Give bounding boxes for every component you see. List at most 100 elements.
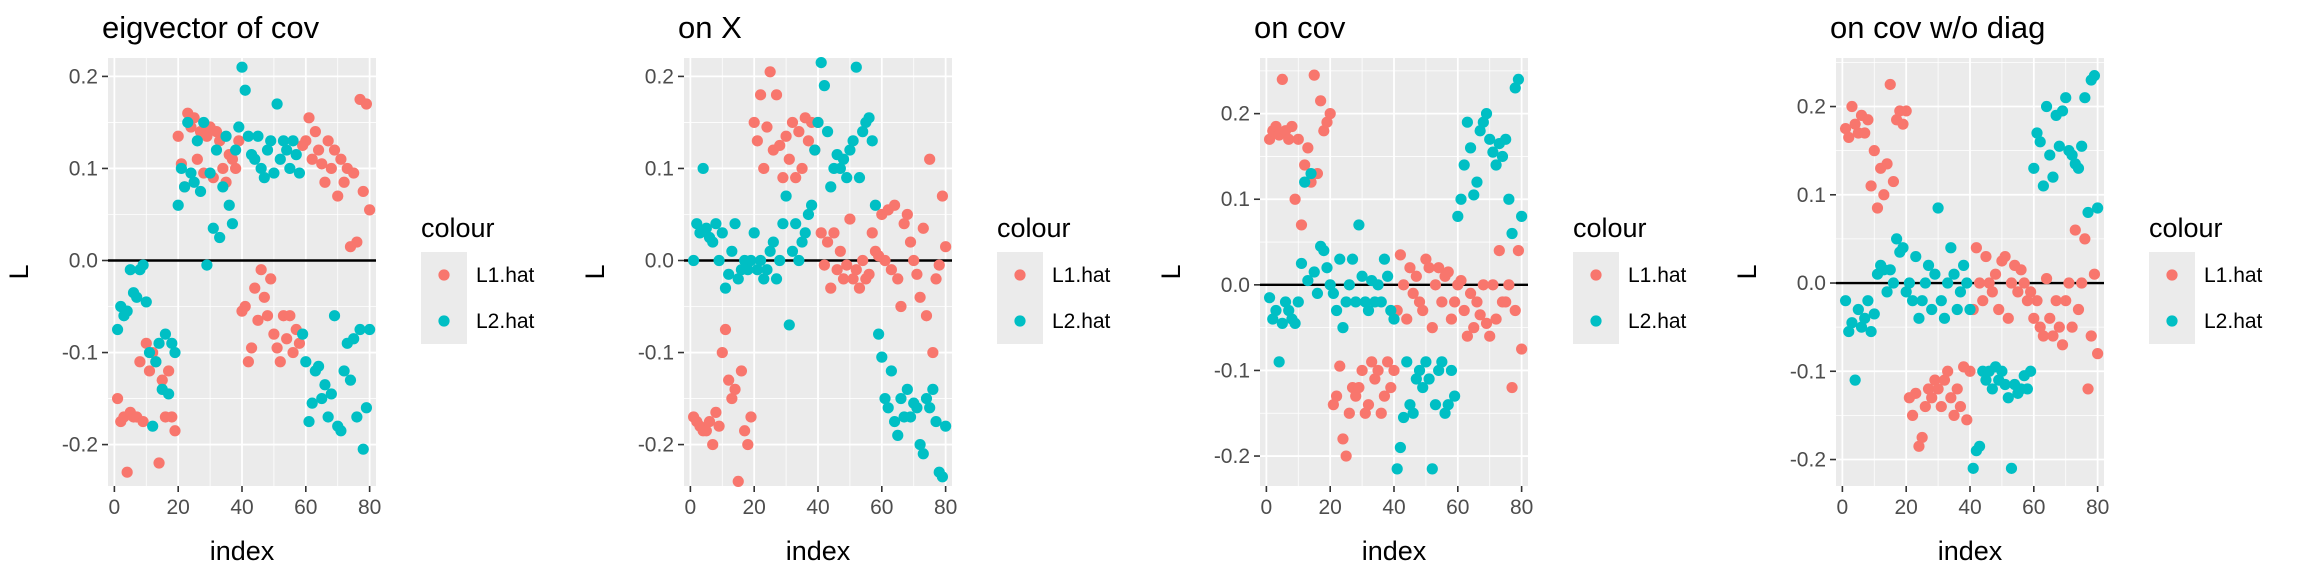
- data-point: [1295, 219, 1308, 231]
- data-point: [312, 144, 325, 156]
- data-point: [1868, 308, 1880, 320]
- data-point: [850, 61, 862, 73]
- data-point: [1839, 122, 1852, 135]
- data-point: [178, 181, 191, 193]
- data-point: [1334, 253, 1346, 265]
- data-point: [1461, 116, 1473, 128]
- data-point: [1942, 277, 1954, 289]
- data-point: [1484, 133, 1496, 145]
- data-point: [281, 333, 293, 345]
- data-point: [1891, 233, 1903, 245]
- data-point: [841, 172, 853, 184]
- y-tick-label: -0.1: [1790, 360, 1826, 383]
- data-point: [354, 323, 366, 336]
- data-point: [1426, 322, 1438, 334]
- data-point: [713, 254, 725, 267]
- data-point: [201, 130, 213, 142]
- data-point: [732, 273, 744, 285]
- y-tick-label: 0.0: [1797, 272, 1826, 295]
- data-point: [166, 411, 178, 423]
- panel-4: 0 20 40 60 80 -0.2 -0.1 0.0 0.1 0.2 on cov w/o dia…: [1732, 10, 2263, 566]
- legend-label: L2.hat: [1052, 310, 1111, 333]
- data-point: [1862, 295, 1874, 307]
- data-point: [1973, 277, 1986, 289]
- data-point: [1884, 264, 1896, 276]
- data-point: [1938, 312, 1951, 324]
- data-point: [230, 144, 242, 156]
- x-tick-label: 80: [358, 496, 381, 519]
- data-point: [172, 130, 184, 142]
- data-point: [2066, 321, 2078, 333]
- data-point: [774, 254, 786, 267]
- data-point: [1410, 270, 1422, 282]
- data-point: [2031, 295, 2043, 307]
- x-tick-label: 80: [934, 496, 957, 519]
- data-point: [287, 135, 299, 147]
- data-point: [853, 282, 866, 294]
- data-point: [2060, 92, 2072, 104]
- data-point: [936, 190, 949, 202]
- data-point: [1270, 120, 1282, 133]
- data-point: [1468, 189, 1480, 201]
- data-point: [252, 130, 264, 142]
- data-point: [1887, 175, 1900, 188]
- data-point: [1410, 373, 1422, 385]
- data-point: [1913, 440, 1925, 452]
- data-point: [726, 245, 738, 257]
- data-point: [2005, 462, 2018, 474]
- data-point: [300, 356, 312, 368]
- data-point: [700, 222, 712, 234]
- data-point: [230, 162, 242, 175]
- data-point: [290, 149, 302, 161]
- data-point: [351, 411, 363, 423]
- data-point: [892, 429, 904, 441]
- data-point: [1449, 296, 1461, 308]
- panel-title: on X: [678, 10, 742, 45]
- data-point: [1996, 365, 2008, 377]
- data-point: [1868, 145, 1880, 157]
- data-point: [1929, 374, 1941, 386]
- data-point: [169, 425, 181, 437]
- data-point: [780, 130, 792, 142]
- data-point: [287, 346, 299, 359]
- data-point: [210, 144, 223, 156]
- data-point: [322, 135, 334, 147]
- data-point: [1267, 313, 1279, 325]
- data-point: [1394, 441, 1406, 454]
- data-point: [1426, 463, 1438, 475]
- data-point: [1327, 399, 1339, 411]
- y-tick-label: -0.1: [638, 342, 674, 365]
- data-point: [1330, 390, 1343, 402]
- data-point: [277, 135, 290, 147]
- data-point: [866, 227, 878, 239]
- data-point: [1369, 373, 1381, 385]
- data-point: [713, 420, 725, 432]
- data-point: [1887, 277, 1900, 289]
- data-point: [1859, 312, 1871, 324]
- data-point: [1324, 279, 1336, 291]
- data-point: [729, 383, 741, 395]
- data-point: [1471, 176, 1483, 188]
- data-point: [153, 457, 165, 469]
- data-point: [1372, 364, 1384, 377]
- data-point: [863, 268, 875, 280]
- data-point: [1967, 462, 1979, 474]
- data-point: [2076, 277, 2088, 289]
- data-point: [1503, 279, 1515, 291]
- data-point: [2047, 330, 2059, 342]
- data-point: [847, 135, 859, 147]
- data-point: [159, 328, 172, 340]
- data-point: [2076, 140, 2088, 152]
- data-point: [697, 162, 709, 175]
- data-point: [796, 236, 808, 248]
- data-point: [1849, 118, 1861, 130]
- data-point: [1353, 381, 1365, 394]
- y-axis-title: L: [580, 264, 610, 279]
- data-point: [2060, 295, 2072, 307]
- data-point: [1366, 356, 1378, 368]
- data-point: [2066, 149, 2078, 161]
- data-point: [1961, 414, 1973, 426]
- data-point: [885, 264, 897, 276]
- data-point: [2072, 162, 2085, 174]
- data-point: [338, 176, 350, 188]
